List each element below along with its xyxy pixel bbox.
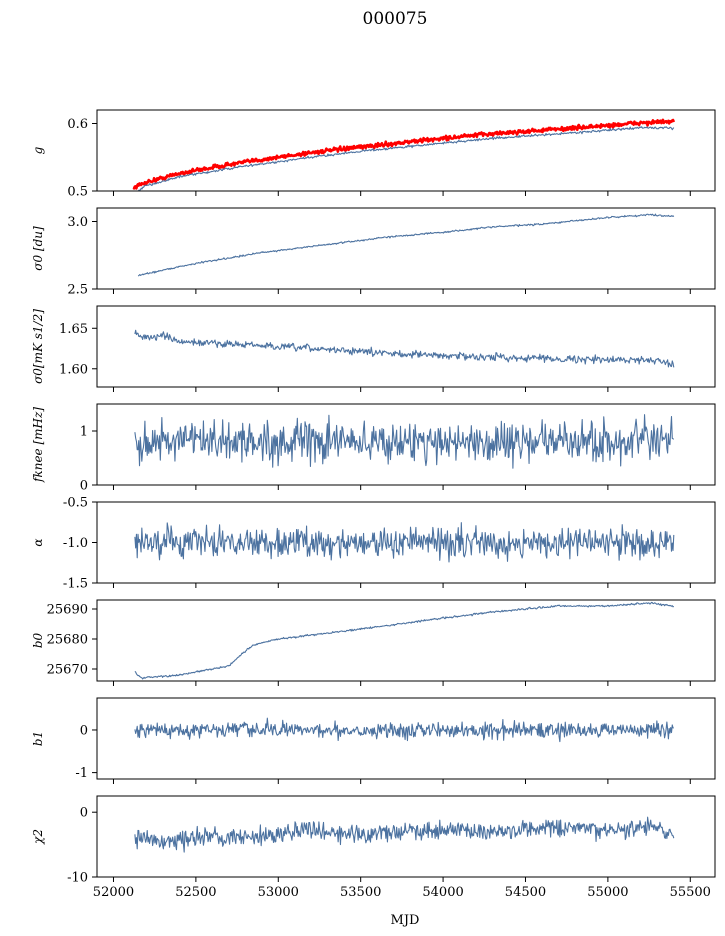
y-tick-label: 25690	[47, 603, 88, 618]
y-tick-label: 1.60	[59, 362, 88, 377]
x-tick-label: 53000	[258, 885, 299, 900]
y-tick-label: 1.65	[59, 322, 88, 337]
y-tick-label: 0.6	[67, 117, 88, 132]
y-tick-label: 1	[80, 425, 88, 440]
y-axis-label: g	[31, 146, 45, 154]
y-tick-label: 2.5	[67, 283, 88, 298]
series-line	[137, 213, 675, 277]
y-tick-label: -1.0	[63, 536, 88, 551]
y-axis-label: fknee [mHz]	[31, 407, 45, 483]
series-line	[134, 816, 675, 853]
axes-frame	[96, 599, 716, 682]
y-axis-label: b0	[31, 632, 45, 648]
y-axis-label: σ0[mK s1/2]	[31, 309, 45, 384]
axes-frame	[96, 795, 716, 878]
series-line	[134, 717, 674, 743]
series-line	[134, 414, 675, 469]
x-tick-label: 54500	[505, 885, 546, 900]
y-tick-label: -0.5	[63, 496, 88, 511]
y-axis-label: χ2	[31, 829, 45, 845]
y-tick-label: 0	[80, 806, 88, 821]
series-line	[138, 126, 675, 191]
x-tick-label: 52000	[93, 885, 134, 900]
axes-frame	[96, 403, 716, 486]
y-tick-label: -1	[75, 766, 88, 781]
y-axis-label: α	[31, 538, 45, 546]
axes-frame	[96, 109, 716, 192]
x-tick-label: 54000	[422, 885, 463, 900]
y-tick-label: 25680	[47, 633, 88, 648]
series-line	[132, 118, 676, 190]
series-line	[134, 601, 675, 680]
y-tick-label: 25670	[47, 663, 88, 678]
panels: 0.5 0.6 g 2.5 3.0 σ0 [du] 1.60 1.65 σ0[mK s1/2] 0…	[31, 109, 716, 900]
series-line	[134, 522, 675, 563]
y-tick-label: 0	[80, 479, 88, 494]
y-tick-label: -10	[67, 871, 88, 886]
y-tick-label: 0	[80, 723, 88, 738]
y-axis-label: b1	[31, 731, 45, 746]
x-axis-label: MJD	[391, 913, 420, 928]
x-tick-label: 55000	[587, 885, 628, 900]
axes-frame	[96, 207, 716, 290]
figure-title: 000075	[363, 9, 428, 29]
axes-frame	[96, 697, 716, 780]
y-tick-label: 3.0	[67, 215, 88, 230]
x-tick-label: 53500	[340, 885, 381, 900]
y-tick-label: -1.5	[63, 577, 88, 592]
series-line	[134, 329, 675, 368]
x-tick-label: 55500	[670, 885, 711, 900]
x-tick-label: 52500	[175, 885, 216, 900]
axes-frame	[96, 305, 716, 388]
y-tick-label: 0.5	[67, 185, 88, 200]
y-axis-label: σ0 [du]	[31, 226, 45, 271]
